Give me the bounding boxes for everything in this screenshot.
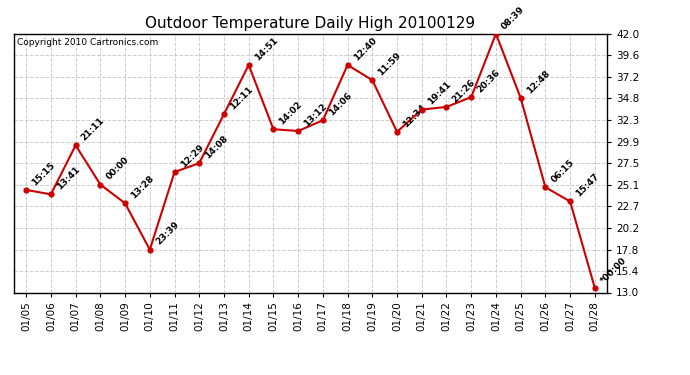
Point	[391, 129, 402, 135]
Text: 21:11: 21:11	[80, 116, 106, 142]
Point	[589, 285, 600, 291]
Text: *00:00: *00:00	[599, 256, 629, 285]
Point	[317, 117, 328, 123]
Point	[21, 187, 32, 193]
Point	[564, 198, 575, 204]
Text: 06:15: 06:15	[549, 158, 576, 184]
Point	[441, 104, 452, 110]
Text: 14:51: 14:51	[253, 36, 279, 62]
Text: 23:39: 23:39	[154, 220, 181, 247]
Point	[194, 160, 205, 166]
Text: 13:12: 13:12	[302, 102, 329, 128]
Point	[46, 191, 57, 197]
Text: 13:28: 13:28	[129, 174, 156, 201]
Text: 14:08: 14:08	[204, 134, 230, 160]
Point	[466, 94, 477, 100]
Point	[268, 126, 279, 132]
Point	[367, 77, 378, 83]
Text: 20:36: 20:36	[475, 68, 502, 94]
Point	[243, 62, 254, 68]
Point	[70, 142, 81, 148]
Point	[416, 106, 427, 112]
Point	[219, 111, 230, 117]
Point	[342, 62, 353, 68]
Text: 13:41: 13:41	[55, 165, 81, 192]
Text: 19:41: 19:41	[426, 80, 453, 107]
Point	[169, 169, 180, 175]
Text: 08:39: 08:39	[500, 4, 526, 31]
Text: 11:59: 11:59	[377, 51, 403, 77]
Text: 15:47: 15:47	[574, 172, 601, 199]
Point	[144, 247, 155, 253]
Text: 21:26: 21:26	[451, 78, 477, 104]
Title: Outdoor Temperature Daily High 20100129: Outdoor Temperature Daily High 20100129	[146, 16, 475, 31]
Point	[515, 95, 526, 101]
Text: 12:29: 12:29	[179, 142, 206, 169]
Point	[540, 184, 551, 190]
Text: 15:15: 15:15	[30, 160, 57, 187]
Text: 12:34: 12:34	[401, 102, 428, 129]
Text: 00:00: 00:00	[104, 156, 131, 182]
Text: 14:06: 14:06	[327, 91, 354, 117]
Text: 14:02: 14:02	[277, 100, 304, 126]
Point	[119, 200, 130, 206]
Text: 12:11: 12:11	[228, 85, 255, 111]
Point	[95, 182, 106, 188]
Text: Copyright 2010 Cartronics.com: Copyright 2010 Cartronics.com	[17, 38, 158, 46]
Text: 12:48: 12:48	[525, 69, 551, 95]
Point	[491, 31, 502, 37]
Point	[293, 128, 304, 134]
Text: 12:40: 12:40	[352, 36, 378, 62]
